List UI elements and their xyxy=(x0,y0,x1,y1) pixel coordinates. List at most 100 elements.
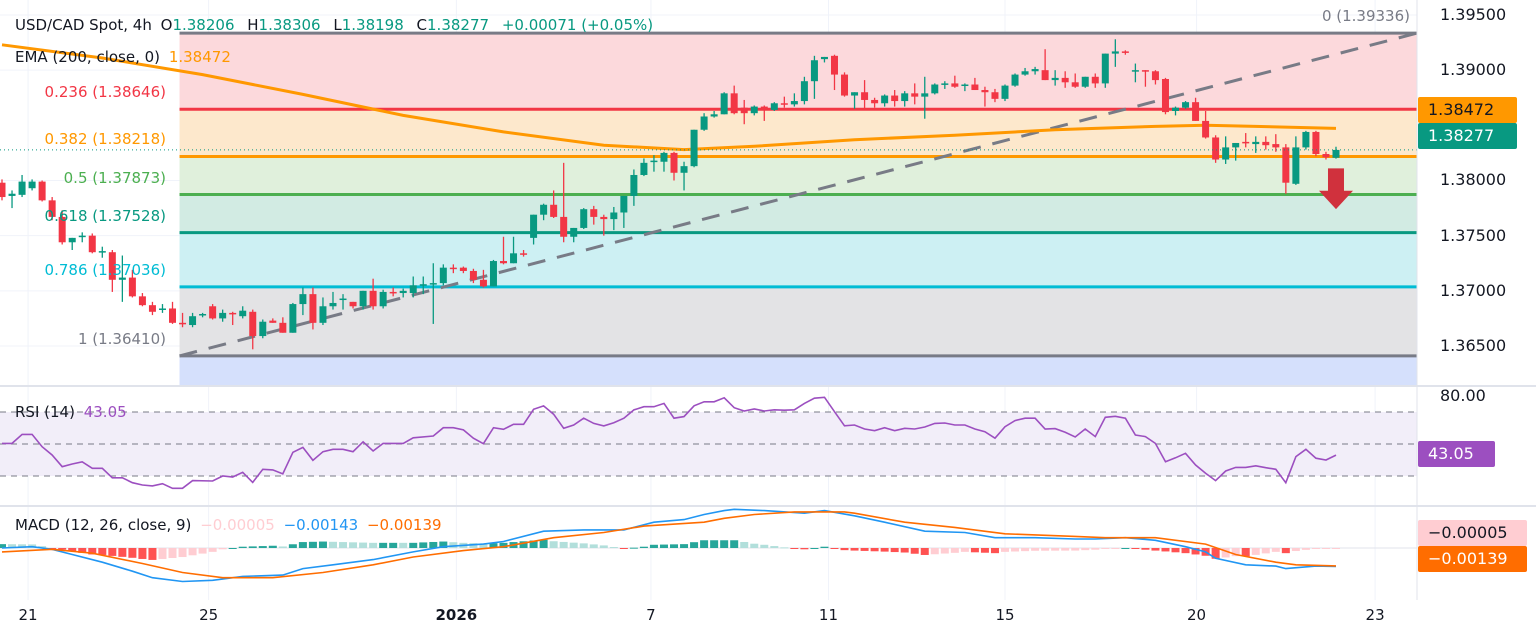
macd-histogram-bar xyxy=(1241,548,1250,557)
candle-body xyxy=(961,84,969,87)
rsi-legend[interactable]: RSI (14) 43.05 xyxy=(15,403,131,421)
macd-histogram-bar xyxy=(589,544,598,548)
macd-histogram-bar xyxy=(268,545,277,548)
symbol-legend[interactable]: USD/CAD Spot, 4h O1.38206 H1.38306 L1.38… xyxy=(15,16,657,34)
candle-body xyxy=(0,182,6,198)
price-tick-label: 1.36500 xyxy=(1440,335,1507,355)
macd-histogram-bar xyxy=(810,548,819,549)
rsi-axis-tick: 80.00 xyxy=(1440,386,1486,405)
macd-histogram-bar xyxy=(609,547,618,549)
macd-histogram-bar xyxy=(760,544,769,548)
candle-body xyxy=(1242,141,1250,144)
macd-histogram-bar xyxy=(579,543,588,548)
candle-body xyxy=(530,214,538,238)
candle-body xyxy=(58,216,66,243)
rsi-pane[interactable] xyxy=(0,396,1417,490)
rsi-line xyxy=(2,396,1337,490)
ema-legend[interactable]: EMA (200, close, 0) 1.38472 xyxy=(15,48,235,66)
macd-histogram-bar xyxy=(1131,548,1140,549)
macd-histogram-bar xyxy=(649,544,658,548)
macd-histogram-bar xyxy=(1191,548,1200,555)
candle-body xyxy=(1061,77,1069,83)
candle-body xyxy=(1011,74,1019,86)
macd-histogram-bar xyxy=(128,548,137,558)
signal-line xyxy=(1,511,1337,579)
c-label: C xyxy=(416,16,428,34)
candle-body xyxy=(931,84,939,94)
price-tick-label: 1.39500 xyxy=(1440,5,1507,24)
candle-body xyxy=(1041,70,1049,81)
macd-histogram-bar xyxy=(1001,548,1009,552)
macd-histogram-bar xyxy=(208,548,217,552)
macd-histogram-bar xyxy=(710,540,719,548)
candle-body xyxy=(429,283,437,285)
high-value: 1.38306 xyxy=(258,16,321,34)
macd-histogram-bar xyxy=(1031,548,1040,551)
candle-body xyxy=(730,93,738,114)
candle-body xyxy=(1141,70,1149,72)
macd-histogram-bar xyxy=(519,541,528,548)
macd-histogram-bar xyxy=(1331,548,1340,549)
candle-body xyxy=(489,261,497,287)
macd-histogram-bar xyxy=(278,546,287,548)
macd-histogram-bar xyxy=(379,542,388,548)
macd-histogram-bar xyxy=(1101,548,1110,549)
macd-histogram-bar xyxy=(990,548,999,554)
candle-body xyxy=(1091,76,1099,84)
last-price-badge: 1.38277 xyxy=(1418,123,1517,149)
candle-body xyxy=(1151,71,1159,81)
candle-body xyxy=(790,101,798,105)
candle-body xyxy=(289,304,297,333)
candle-body xyxy=(449,267,457,270)
candle-body xyxy=(1202,120,1210,138)
candle-body xyxy=(1292,147,1300,184)
candle-body xyxy=(861,92,869,100)
macd-histogram-bar xyxy=(549,541,558,548)
macd-histogram-bar xyxy=(439,541,448,548)
candle-body xyxy=(710,114,718,117)
candle-body xyxy=(1282,147,1290,183)
macd-histogram-bar xyxy=(178,548,187,558)
macd-histogram-bar xyxy=(1211,548,1220,559)
candle-body xyxy=(169,308,177,323)
macd-histogram-bar xyxy=(1051,548,1060,551)
macd-histogram-bar xyxy=(168,548,177,558)
candle-body xyxy=(1131,70,1139,72)
candle-body xyxy=(750,106,758,114)
macd-legend[interactable]: MACD (12, 26, close, 9) −0.00005 −0.0014… xyxy=(15,516,446,534)
candle-body xyxy=(921,93,929,97)
candle-body xyxy=(690,129,698,167)
macd-histogram-bar xyxy=(339,542,348,548)
fibonacci-retracement[interactable] xyxy=(179,31,1417,385)
candle-body xyxy=(98,251,106,253)
fib-level-label: 0.786 (1.37036) xyxy=(44,260,166,279)
macd-histogram-bar xyxy=(900,548,909,553)
macd-pane[interactable] xyxy=(0,508,1417,583)
macd-histogram-bar xyxy=(930,548,939,555)
candle-body xyxy=(841,74,849,96)
candle-body xyxy=(851,92,859,96)
macd-histogram-bar xyxy=(298,542,307,548)
macd-value: −0.00143 xyxy=(283,516,359,534)
candle-body xyxy=(1312,131,1320,155)
candle-body xyxy=(259,321,267,337)
candle-body xyxy=(8,193,16,196)
macd-histogram-bar xyxy=(449,542,458,548)
macd-histogram-bar xyxy=(730,540,739,548)
candle-body xyxy=(830,55,838,75)
candle-body xyxy=(810,60,818,82)
time-tick-label: 2026 xyxy=(435,606,478,624)
rsi-value: 43.05 xyxy=(83,403,127,421)
candle-body xyxy=(740,107,748,114)
macd-histogram-bar xyxy=(559,541,568,548)
macd-histogram-bar xyxy=(539,539,548,548)
candle-body xyxy=(951,83,959,87)
macd-histogram-bar xyxy=(8,544,17,548)
macd-histogram-bar xyxy=(770,546,779,548)
macd-histogram-bar xyxy=(920,548,929,555)
candle-body xyxy=(500,261,507,264)
macd-histogram-bar xyxy=(1251,548,1260,555)
candle-body xyxy=(1232,142,1240,148)
